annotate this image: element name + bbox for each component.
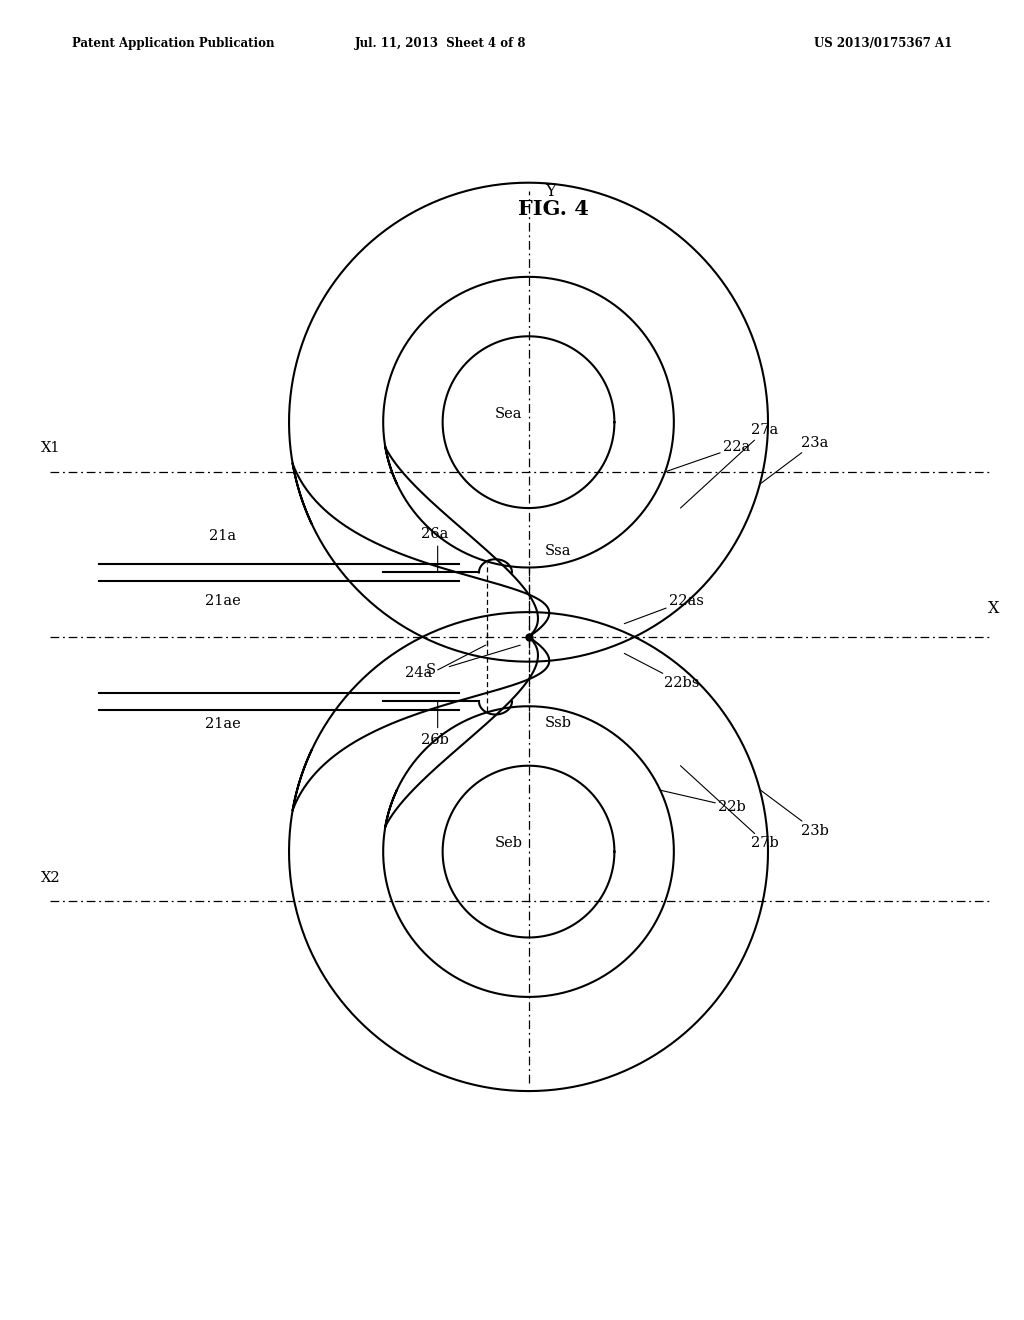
Text: 22a: 22a (666, 440, 751, 471)
Text: 21ae: 21ae (205, 594, 241, 607)
Text: Y: Y (545, 182, 556, 199)
Text: US 2013/0175367 A1: US 2013/0175367 A1 (814, 37, 952, 50)
Text: Jul. 11, 2013  Sheet 4 of 8: Jul. 11, 2013 Sheet 4 of 8 (354, 37, 526, 50)
Text: Sea: Sea (495, 407, 522, 421)
Text: 22as: 22as (625, 594, 703, 623)
Text: X: X (988, 601, 999, 616)
Text: FIG. 4: FIG. 4 (518, 199, 589, 219)
Text: 23a: 23a (760, 436, 828, 484)
Text: 22b: 22b (660, 791, 745, 813)
Text: 24a: 24a (404, 667, 432, 680)
Text: X1: X1 (41, 441, 60, 455)
Text: 22bs: 22bs (625, 653, 699, 690)
Text: 27b: 27b (681, 766, 779, 850)
Text: Ssa: Ssa (545, 544, 571, 558)
Text: 21a: 21a (209, 529, 237, 543)
Text: Seb: Seb (495, 837, 522, 850)
Text: S: S (426, 663, 436, 677)
Text: 23b: 23b (760, 789, 829, 838)
Text: 27a: 27a (681, 424, 778, 508)
Text: X2: X2 (41, 871, 60, 884)
Text: 21ae: 21ae (205, 717, 241, 731)
Text: 26b: 26b (421, 733, 450, 747)
Text: 26a: 26a (421, 527, 449, 541)
Text: Ssb: Ssb (545, 715, 572, 730)
Text: Patent Application Publication: Patent Application Publication (72, 37, 274, 50)
